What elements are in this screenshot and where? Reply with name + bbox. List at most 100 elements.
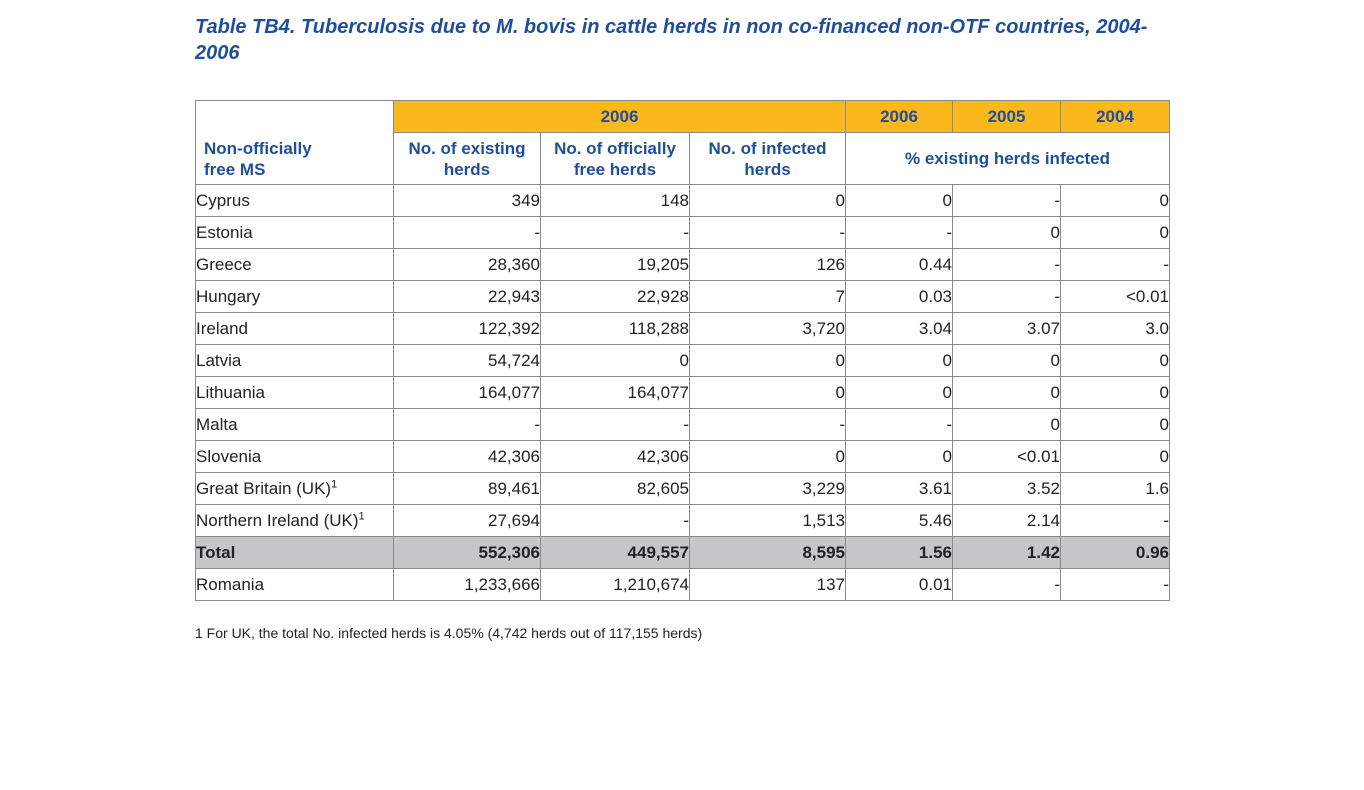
cell-p2005: 2.14 — [952, 504, 1062, 537]
cell-p2005: 1.42 — [952, 536, 1062, 569]
cell-p2005: - — [952, 184, 1062, 217]
cell-p2004: 0 — [1060, 184, 1171, 217]
country-name: Slovenia — [196, 446, 262, 466]
country-name: Romania — [196, 574, 265, 594]
cell-p2006: 0.03 — [845, 280, 954, 313]
table-title: Table TB4. Tuberculosis due to M. bovis … — [195, 16, 1148, 64]
year-2005: 2005 — [952, 100, 1062, 133]
country-cell: Cyprus — [195, 184, 394, 217]
footnote-marker: 1 — [358, 509, 365, 522]
cell-p2004: 3.0 — [1060, 312, 1171, 345]
cell-p2006: 3.61 — [845, 472, 954, 505]
cell-infected: 7 — [688, 280, 847, 313]
cell-p2004: - — [1060, 248, 1171, 281]
country-cell: Greece — [195, 248, 394, 281]
cell-existing: - — [393, 408, 541, 441]
cell-p2005: 0 — [952, 408, 1062, 441]
cell-free: - — [540, 216, 690, 249]
cell-existing: 122,392 — [393, 312, 541, 345]
cell-p2006: 0 — [845, 376, 954, 409]
table-row: Estonia - - - -0 0 — [195, 216, 1171, 249]
cell-infected: - — [688, 408, 847, 441]
cell-p2004: - — [1060, 504, 1171, 537]
country-cell: Hungary — [195, 280, 394, 313]
col-officially-free-herds: No. of officially free herds — [540, 132, 690, 185]
country-name: Great Britain (UK) — [196, 478, 332, 498]
cell-p2006: 0.44 — [845, 248, 954, 281]
cell-infected: 3,720 — [688, 312, 847, 345]
country-cell: Total — [195, 536, 394, 569]
col-existing-herds: No. of existing herds — [393, 132, 541, 185]
table-row: Slovenia 42,306 42,306 0 0 <0.01 0 — [195, 440, 1171, 473]
cell-free: 449,557 — [540, 536, 690, 569]
cell-p2005: 0 — [952, 344, 1062, 377]
cell-infected: - — [688, 216, 847, 249]
cell-p2005: 0 — [952, 376, 1062, 409]
cell-p2005: - — [952, 248, 1062, 281]
country-name: Greece — [196, 254, 252, 274]
cell-p2004: 0 — [1060, 344, 1171, 377]
table-row: Cyprus 349 148 0 0-0 — [195, 184, 1171, 217]
cell-p2006: - — [845, 216, 954, 249]
country-name: Cyprus — [196, 190, 250, 210]
cell-existing: 42,306 — [393, 440, 541, 473]
country-cell: Great Britain (UK)1 — [195, 472, 394, 505]
cell-free: 118,288 — [540, 312, 690, 345]
cell-p2004: 0 — [1060, 376, 1171, 409]
cell-p2005: 3.07 — [952, 312, 1062, 345]
country-name: Total — [196, 542, 236, 562]
cell-infected: 1,513 — [688, 504, 847, 537]
cell-p2006: 1.56 — [845, 536, 954, 569]
cell-infected: 0 — [688, 440, 847, 473]
cell-free: 164,077 — [540, 376, 690, 409]
country-name: Hungary — [196, 286, 261, 306]
cell-infected: 0 — [688, 344, 847, 377]
cell-p2005: <0.01 — [952, 440, 1062, 473]
year-2006: 2006 — [845, 100, 954, 133]
country-cell: Malta — [195, 408, 394, 441]
header-row-years: Non-officially free MS 2006 2006 2005 20… — [195, 100, 1171, 185]
cell-free: 0 — [540, 344, 690, 377]
cell-p2006: 5.46 — [845, 504, 954, 537]
cell-existing: 22,943 — [393, 280, 541, 313]
country-name: Latvia — [196, 350, 242, 370]
cell-infected: 126 — [688, 248, 847, 281]
cell-p2006: 3.04 — [845, 312, 954, 345]
table-row-romania: Romania 1,233,666 1,210,674 137 0.01- - — [195, 568, 1171, 601]
cell-p2004: 1.6 — [1060, 472, 1171, 505]
cell-p2004: - — [1060, 568, 1171, 601]
country-name: Malta — [196, 414, 238, 434]
cell-existing: 28,360 — [393, 248, 541, 281]
cell-free: 148 — [540, 184, 690, 217]
cell-free: 82,605 — [540, 472, 690, 505]
cell-infected: 137 — [688, 568, 847, 601]
table-row: Malta - - - -0 0 — [195, 408, 1171, 441]
cell-infected: 0 — [688, 184, 847, 217]
country-name: Lithuania — [196, 382, 266, 402]
tb4-table: Non-officially free MS 2006 2006 2005 20… — [195, 100, 1171, 601]
country-cell: Northern Ireland (UK)1 — [195, 504, 394, 537]
country-name: Ireland — [196, 318, 248, 338]
cell-p2005: 3.52 — [952, 472, 1062, 505]
country-cell: Estonia — [195, 216, 394, 249]
cell-infected: 8,595 — [688, 536, 847, 569]
year-2004: 2004 — [1060, 100, 1171, 133]
cell-p2004: 0 — [1060, 408, 1171, 441]
cell-p2006: 0.01 — [845, 568, 954, 601]
cell-existing: 27,694 — [393, 504, 541, 537]
cell-existing: 89,461 — [393, 472, 541, 505]
cell-free: 19,205 — [540, 248, 690, 281]
cell-p2006: - — [845, 408, 954, 441]
year-group-2006: 2006 — [392, 100, 847, 133]
corner-line1: Non-officially — [204, 139, 312, 158]
table-row: Great Britain (UK)1 89,461 82,605 3,229 3.61… — [195, 472, 1171, 505]
cell-free: 1,210,674 — [540, 568, 690, 601]
country-name: Estonia — [196, 222, 253, 242]
country-name: Northern Ireland (UK) — [196, 510, 359, 530]
cell-existing: - — [393, 216, 541, 249]
cell-existing: 164,077 — [393, 376, 541, 409]
table-row: Northern Ireland (UK)1 27,694-1,513 5.46 2.… — [195, 504, 1171, 537]
cell-p2006: 0 — [845, 184, 954, 217]
cell-p2004: <0.01 — [1060, 280, 1171, 313]
cell-p2006: 0 — [845, 440, 954, 473]
